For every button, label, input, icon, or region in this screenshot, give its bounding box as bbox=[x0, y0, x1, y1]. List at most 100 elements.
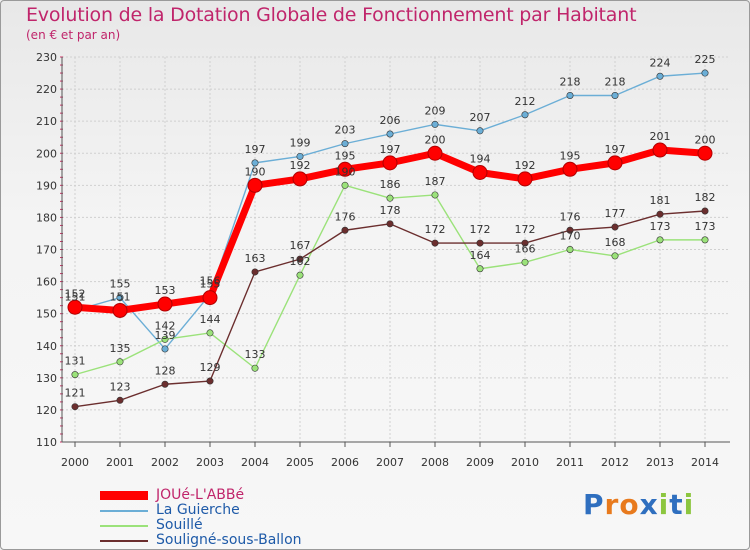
data-label: 155 bbox=[110, 278, 131, 291]
data-label: 170 bbox=[560, 230, 581, 243]
data-label: 195 bbox=[560, 149, 581, 162]
data-point bbox=[652, 142, 668, 158]
data-label: 152 bbox=[65, 287, 86, 300]
data-point bbox=[341, 226, 349, 234]
data-label: 206 bbox=[380, 114, 401, 127]
y-tick-label: 150 bbox=[36, 308, 57, 321]
data-point bbox=[431, 191, 439, 199]
data-label: 156 bbox=[200, 274, 221, 287]
data-label: 172 bbox=[470, 223, 491, 236]
data-point bbox=[341, 181, 349, 189]
data-point bbox=[566, 226, 574, 234]
data-point bbox=[251, 159, 259, 167]
data-label: 200 bbox=[695, 133, 716, 146]
data-label: 197 bbox=[245, 143, 266, 156]
data-label: 194 bbox=[470, 153, 491, 166]
data-point bbox=[607, 155, 623, 171]
legend-item: Souillé bbox=[100, 518, 302, 533]
data-label: 218 bbox=[605, 76, 626, 89]
data-label: 200 bbox=[425, 133, 446, 146]
legend-label: Souillé bbox=[156, 517, 203, 533]
x-tick-label: 2006 bbox=[331, 456, 359, 469]
data-point bbox=[67, 299, 83, 315]
y-tick-label: 180 bbox=[36, 211, 57, 224]
data-point bbox=[251, 268, 259, 276]
data-label: 121 bbox=[65, 387, 86, 400]
data-point bbox=[656, 236, 664, 244]
data-label: 201 bbox=[650, 130, 671, 143]
data-label: 182 bbox=[695, 191, 716, 204]
y-tick-label: 200 bbox=[36, 147, 57, 160]
data-label: 177 bbox=[605, 207, 626, 220]
data-point bbox=[206, 329, 214, 337]
data-label: 135 bbox=[110, 342, 131, 355]
data-label: 203 bbox=[335, 124, 356, 137]
data-point bbox=[337, 161, 353, 177]
data-label: 212 bbox=[515, 95, 536, 108]
x-tick-label: 2002 bbox=[151, 456, 179, 469]
legend-label: La Guierche bbox=[156, 502, 240, 518]
data-label: 131 bbox=[65, 355, 86, 368]
line-chart: 110 120 130 140 150 160 170 180 190 200 210 220 230 2… bbox=[36, 51, 730, 469]
data-point bbox=[157, 296, 173, 312]
x-tick-label: 2000 bbox=[61, 456, 89, 469]
x-tick-label: 2007 bbox=[376, 456, 404, 469]
y-tick-label: 230 bbox=[36, 51, 57, 64]
y-tick-label: 130 bbox=[36, 372, 57, 385]
legend-swatch bbox=[100, 491, 148, 500]
data-label: 192 bbox=[290, 159, 311, 172]
data-label: 153 bbox=[155, 284, 176, 297]
y-tick-label: 120 bbox=[36, 404, 57, 417]
data-point bbox=[202, 290, 218, 306]
x-tick-label: 2001 bbox=[106, 456, 134, 469]
x-tick-label: 2010 bbox=[511, 456, 539, 469]
legend-label: JOUé-L'ABBé bbox=[156, 487, 245, 503]
data-label: 195 bbox=[335, 149, 356, 162]
x-tick-label: 2011 bbox=[556, 456, 584, 469]
y-tick-label: 140 bbox=[36, 340, 57, 353]
data-point bbox=[521, 239, 529, 247]
y-tick-label: 220 bbox=[36, 83, 57, 96]
x-tick-label: 2009 bbox=[466, 456, 494, 469]
data-point bbox=[611, 252, 619, 260]
x-tick-label: 2014 bbox=[691, 456, 719, 469]
data-label: 167 bbox=[290, 239, 311, 252]
data-point bbox=[611, 223, 619, 231]
y-tick-label: 160 bbox=[36, 276, 57, 289]
data-label: 151 bbox=[65, 290, 86, 303]
data-point bbox=[161, 335, 169, 343]
chart-subtitle: (en € et par an) bbox=[26, 28, 121, 42]
data-point bbox=[206, 377, 214, 385]
data-point bbox=[562, 161, 578, 177]
data-label: 190 bbox=[335, 165, 356, 178]
data-point bbox=[476, 265, 484, 273]
data-label: 173 bbox=[695, 220, 716, 233]
data-label: 181 bbox=[650, 194, 671, 207]
x-tick-label: 2012 bbox=[601, 456, 629, 469]
logo-letter: t bbox=[669, 488, 684, 521]
series-points bbox=[67, 69, 713, 411]
data-point bbox=[382, 155, 398, 171]
data-label: 197 bbox=[380, 143, 401, 156]
data-label: 225 bbox=[695, 53, 716, 66]
data-label: 144 bbox=[200, 313, 221, 326]
legend-swatch bbox=[100, 524, 148, 527]
data-label: 218 bbox=[560, 76, 581, 89]
logo-letter: i bbox=[683, 488, 695, 521]
data-point bbox=[71, 403, 79, 411]
data-label: 176 bbox=[560, 210, 581, 223]
data-point bbox=[431, 120, 439, 128]
data-point bbox=[247, 177, 263, 193]
data-label: 192 bbox=[515, 159, 536, 172]
legend-swatch bbox=[100, 509, 148, 512]
x-tick-label: 2008 bbox=[421, 456, 449, 469]
logo-letter: x bbox=[639, 488, 659, 521]
data-point bbox=[296, 271, 304, 279]
x-tick-label: 2003 bbox=[196, 456, 224, 469]
data-label: 168 bbox=[605, 236, 626, 249]
data-label: 139 bbox=[155, 329, 176, 342]
data-point bbox=[341, 140, 349, 148]
data-point bbox=[386, 130, 394, 138]
data-point bbox=[701, 207, 709, 215]
